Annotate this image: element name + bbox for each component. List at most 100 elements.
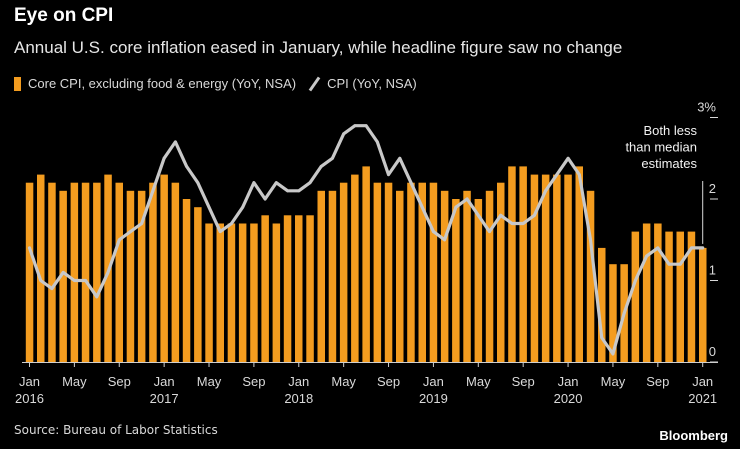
bar-core-24: [295, 215, 303, 362]
bar-core-26: [317, 190, 325, 362]
bar-core-12: [160, 174, 168, 362]
bar-core-37: [440, 190, 449, 362]
cpi-point-16: [207, 205, 211, 209]
cpi-point-28: [342, 132, 346, 136]
cpi-point-44: [521, 222, 525, 225]
cpi-point-4: [73, 279, 76, 282]
bar-core-34: [407, 182, 415, 362]
legend-core-label: Core CPI, excluding food & energy (YoY, …: [28, 76, 297, 91]
cpi-point-31: [375, 140, 379, 144]
cpi-point-35: [420, 205, 424, 209]
y-tick-label-1: 1: [709, 263, 716, 278]
source-note: Source: Bureau of Labor Statistics: [14, 423, 218, 437]
bar-core-43: [508, 166, 516, 362]
cpi-point-26: [319, 165, 323, 168]
cpi-point-51: [600, 336, 604, 339]
cpi-point-1: [39, 279, 43, 282]
cpi-point-39: [465, 197, 469, 201]
cpi-point-2: [50, 287, 54, 290]
x-tick-label-24: Jan: [288, 374, 309, 389]
bar-core-46: [541, 174, 550, 362]
bar-core-42: [497, 182, 505, 362]
x-tick-label-0: Jan: [19, 374, 40, 389]
x-tick-label-32: Sep: [377, 374, 400, 389]
bar-core-13: [171, 182, 180, 362]
cpi-point-58: [678, 262, 682, 266]
y-tick-label-3: 3%: [697, 100, 716, 115]
bar-core-20: [250, 223, 258, 362]
bar-core-6: [93, 182, 101, 362]
cpi-point-57: [667, 262, 671, 266]
cpi-point-45: [533, 213, 536, 217]
x-axis: Jan 2016 May Sep Jan 2017 May Sep Jan 2018 May Sep J…: [15, 362, 718, 406]
legend-bar-swatch: [14, 76, 21, 91]
cpi-point-52: [611, 352, 615, 356]
cpi-point-10: [140, 222, 144, 225]
bar-core-2: [48, 182, 56, 362]
cpi-point-8: [117, 238, 121, 242]
cpi-point-49: [577, 173, 581, 177]
cpi-point-40: [476, 213, 480, 217]
cpi-point-36: [432, 230, 435, 234]
cpi-point-9: [129, 230, 132, 234]
bar-core-44: [519, 166, 527, 362]
cpi-point-17: [218, 230, 222, 234]
bar-core-16: [205, 223, 213, 362]
bar-core-22: [272, 223, 281, 362]
bar-core-17: [216, 223, 224, 362]
cpi-point-7: [106, 271, 110, 274]
bar-core-23: [283, 215, 292, 362]
cpi-point-0: [28, 246, 31, 250]
cpi-point-15: [196, 181, 200, 185]
cpi-point-29: [353, 124, 357, 128]
cpi-point-19: [241, 205, 245, 209]
bar-core-35: [418, 182, 426, 362]
bar-core-15: [194, 207, 202, 362]
x-year-label-0: 2016: [15, 391, 44, 406]
x-year-label-48: 2020: [554, 391, 583, 406]
bar-core-21: [261, 215, 269, 362]
bar-core-11: [149, 182, 157, 362]
bar-core-54: [631, 231, 640, 362]
x-tick-label-8: Sep: [108, 374, 131, 389]
bar-core-55: [642, 223, 651, 362]
bar-core-60: [699, 247, 707, 362]
cpi-point-54: [634, 279, 637, 282]
x-tick-label-52: May: [601, 374, 626, 389]
line-series-cpi: [27, 124, 705, 356]
chart-subtitle: Annual U.S. core inflation eased in Janu…: [14, 38, 623, 57]
cpi-point-56: [656, 246, 660, 250]
bar-core-27: [328, 190, 337, 362]
bar-core-29: [351, 174, 359, 362]
cpi-point-53: [622, 311, 626, 315]
bar-core-28: [339, 182, 348, 362]
bar-core-30: [362, 166, 370, 362]
bar-core-38: [452, 199, 460, 362]
annotation-line-1: than median: [625, 140, 697, 155]
bar-core-51: [598, 247, 606, 362]
cpi-point-21: [263, 197, 267, 201]
bar-core-57: [665, 231, 673, 362]
bar-core-36: [429, 182, 438, 362]
cpi-point-23: [286, 189, 289, 193]
cpi-point-12: [162, 156, 166, 160]
bar-core-9: [126, 190, 135, 362]
cpi-point-34: [409, 181, 413, 185]
cpi-point-5: [84, 279, 87, 282]
x-tick-label-4: May: [62, 374, 87, 389]
bar-core-56: [654, 223, 662, 362]
x-tick-label-56: Sep: [646, 374, 669, 389]
bar-core-3: [59, 190, 67, 362]
cpi-point-37: [443, 238, 446, 242]
cpi-point-13: [174, 140, 177, 144]
cpi-point-22: [274, 181, 278, 185]
bar-core-52: [609, 264, 617, 362]
cpi-point-20: [252, 181, 256, 185]
bar-core-32: [384, 182, 393, 362]
x-tick-label-16: May: [197, 374, 222, 389]
x-tick-label-28: May: [331, 374, 356, 389]
y-tick-label-0: 0: [709, 344, 716, 359]
bar-core-58: [676, 231, 684, 362]
bar-core-59: [687, 231, 696, 362]
x-year-label-36: 2019: [419, 391, 448, 406]
